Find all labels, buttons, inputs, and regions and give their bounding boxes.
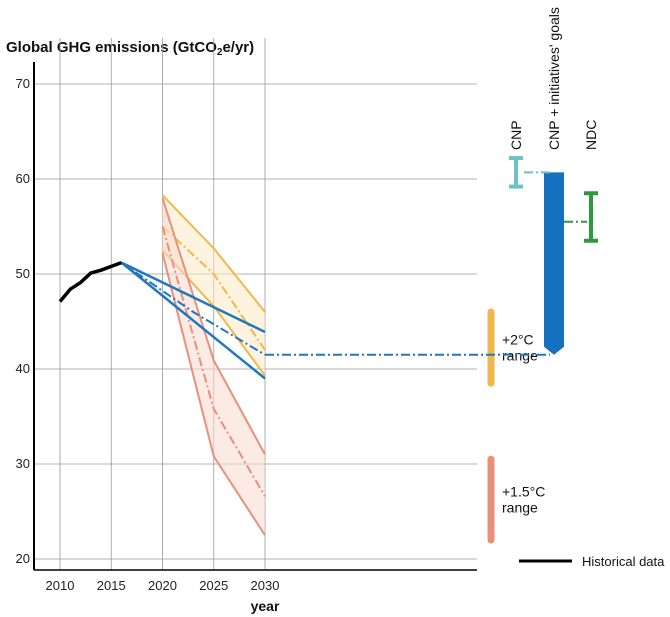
- x-tick-label-1: 2015: [97, 578, 126, 593]
- band-15c-median-line: [161, 226, 266, 497]
- band-2c-area: [162, 195, 265, 376]
- x-tick-label-0: 2010: [46, 578, 75, 593]
- y-tick-label-3: 50: [16, 266, 30, 281]
- y-tick-label-5: 70: [16, 76, 30, 91]
- projection-line-1: [120, 261, 266, 380]
- x-axis-title: year: [251, 598, 280, 614]
- band-15c-lower-line: [161, 252, 266, 536]
- projection-line-0: [120, 261, 266, 334]
- chart-title: Global GHG emissions (GtCO2e/yr): [6, 39, 254, 58]
- cnp-goals-bar: [544, 172, 564, 355]
- chart-title-subscript: 2: [217, 47, 223, 58]
- x-tick-label-4: 2030: [251, 578, 280, 593]
- range-2c-label-line1: +2°C: [502, 332, 534, 348]
- chart-title-suffix: e/yr): [222, 39, 254, 56]
- y-tick-label-0: 20: [16, 551, 30, 566]
- y-tick-label-1: 30: [16, 456, 30, 471]
- cnp-goals-label: CNP + initiatives' goals: [546, 7, 562, 150]
- x-tick-label-3: 2025: [199, 578, 228, 593]
- historical-line: [58, 260, 123, 303]
- legend-historical-label: Historical data: [582, 554, 665, 569]
- y-tick-label-4: 60: [16, 171, 30, 186]
- y-tick-label-2: 40: [16, 361, 30, 376]
- x-tick-label-2: 2020: [148, 578, 177, 593]
- ndc-label: NDC: [583, 120, 599, 150]
- projection-median-line: [120, 261, 266, 356]
- range-15c-label-line2: range: [502, 500, 538, 516]
- scenario-bands: [161, 194, 266, 536]
- series-lines: [58, 260, 266, 380]
- band-2c-median-line: [161, 225, 266, 351]
- range-15c-label-line1: +1.5°C: [502, 484, 545, 500]
- legend: Historical data: [519, 554, 665, 569]
- cnp-label: CNP: [508, 120, 524, 150]
- band-2c-upper-line: [161, 194, 266, 313]
- band-15c-upper-line: [161, 197, 266, 455]
